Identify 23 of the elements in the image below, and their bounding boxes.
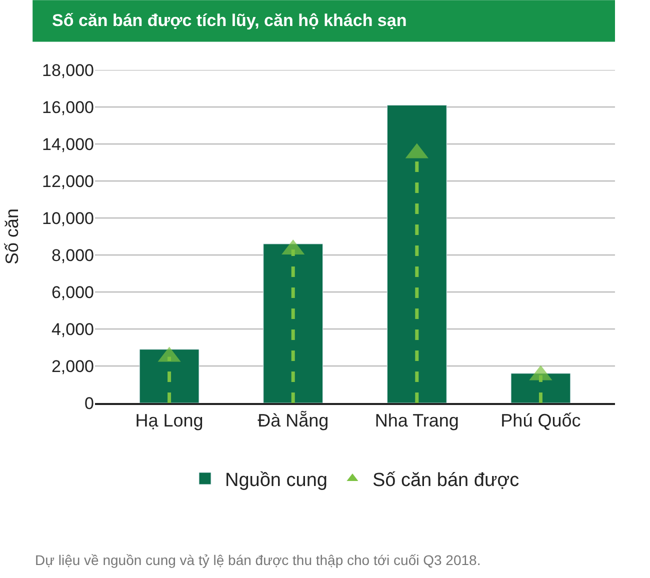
y-tick-label: 14,000 [42,134,94,154]
text: Dự liệu về nguồn cung và tỷ lệ bán được thu thập cho tới cuối Q3 2018. [35,552,481,568]
x-tick-label: Nha Trang [374,410,459,431]
y-tick-label: 16,000 [42,98,94,117]
chart-title: Số căn bán được tích lũy, căn hộ khách sạn [52,11,407,30]
y-tick-label: 0 [84,394,94,413]
legend-label: Nguồn cung [225,470,328,491]
x-tick-label: Phú Quốc [500,410,581,431]
y-tick-label: 8,000 [51,246,94,265]
bar [263,244,324,403]
x-tick-label: Hạ Long [135,410,204,431]
bar [386,104,447,403]
bar [510,373,571,403]
y-tick-label: 6,000 [51,282,94,302]
legend-label: Số căn bán được [372,470,520,491]
y-tick-label: 12,000 [42,172,94,191]
y-tick-label: 4,000 [51,320,94,339]
y-tick-label: 10,000 [42,208,94,228]
y-tick-label: 18,000 [42,60,94,80]
x-tick-label: Đà Nẵng [258,410,329,431]
y-axis-title: Số căn [2,208,22,265]
y-tick-label: 2,000 [51,356,94,376]
bar [139,349,200,403]
